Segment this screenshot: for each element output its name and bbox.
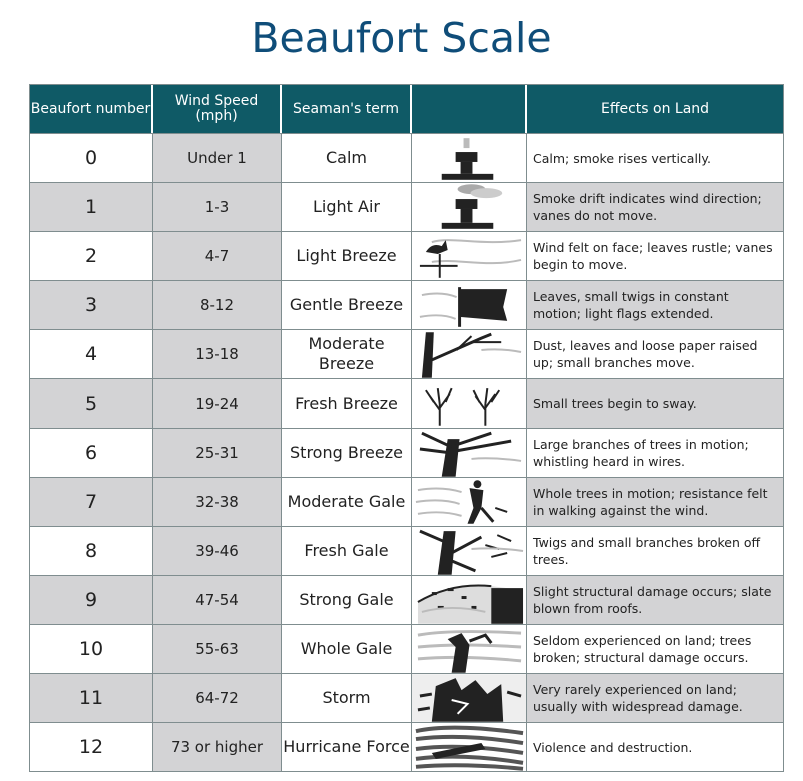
effects-on-land: Slight structural damage occurs; slate b… <box>527 575 783 624</box>
broken-twigs-icon <box>412 526 527 575</box>
wind-speed: 32-38 <box>153 477 282 526</box>
beaufort-table: Beaufort number Wind Speed (mph) Seaman'… <box>29 84 784 772</box>
effects-on-land: Dust, leaves and loose paper raised up; … <box>533 338 758 371</box>
page-title: Beaufort Scale <box>251 14 552 62</box>
seamans-term: Light Breeze <box>282 232 412 281</box>
effects-on-land: Calm; smoke rises vertically. <box>533 150 711 166</box>
table-body: 0 Under 1 Calm Calm; smoke rises vertica… <box>30 133 783 772</box>
seamans-term: Strong Gale <box>282 575 412 624</box>
table-row: 5 19-24 Fresh Breeze Small trees begin t… <box>30 378 783 428</box>
header-image-column <box>412 85 527 133</box>
seamans-term: Moderate Breeze <box>282 330 412 379</box>
wind-speed: 47-54 <box>153 575 282 624</box>
effects-on-land: Leaves, small twigs in constant motion; … <box>527 281 783 330</box>
wind-speed: 8-12 <box>153 281 282 330</box>
hurricane-icon <box>412 723 527 772</box>
weathervane-icon <box>412 232 527 281</box>
storm-damage-icon <box>412 674 527 723</box>
seamans-term: Fresh Gale <box>282 526 412 575</box>
wind-speed: 1-3 <box>153 183 282 232</box>
table-row: 8 39-46 Fresh Gale Twigs and small branc… <box>30 525 783 575</box>
seamans-term: Whole Gale <box>282 624 412 674</box>
seamans-term: Calm <box>282 134 412 183</box>
wind-speed: 13-18 <box>153 330 282 379</box>
table-row: 0 Under 1 Calm Calm; smoke rises vertica… <box>30 133 783 183</box>
wind-speed: 73 or higher <box>153 723 282 772</box>
table-header: Beaufort number Wind Speed (mph) Seaman'… <box>30 85 783 133</box>
beaufort-number: 4 <box>30 330 153 379</box>
header-wind-speed: Wind Speed (mph) <box>153 85 282 133</box>
table-row: 10 55-63 Whole Gale Seldom experienced o… <box>30 623 783 674</box>
table-row: 12 73 or higher Hurricane Force Violence… <box>30 722 783 772</box>
smokestack-calm-icon <box>412 134 527 183</box>
beaufort-number: 1 <box>30 183 153 232</box>
beaufort-number: 5 <box>30 379 153 428</box>
seamans-term: Moderate Gale <box>282 477 412 526</box>
seamans-term: Gentle Breeze <box>282 281 412 330</box>
table-row: 6 25-31 Strong Breeze Large branches of … <box>30 427 783 477</box>
person-walking-wind-icon <box>412 477 527 526</box>
table-row: 4 13-18 Moderate Breeze Dust, leaves and… <box>30 329 783 379</box>
beaufort-number: 12 <box>30 723 153 772</box>
wind-speed: 25-31 <box>153 428 282 477</box>
beaufort-number: 3 <box>30 281 153 330</box>
beaufort-number: 11 <box>30 674 153 723</box>
beaufort-number: 10 <box>30 624 153 674</box>
beaufort-number: 7 <box>30 477 153 526</box>
seamans-term: Storm <box>282 674 412 723</box>
tree-branches-icon <box>412 428 527 477</box>
seamans-term: Hurricane Force <box>282 723 412 772</box>
seamans-term: Fresh Breeze <box>282 379 412 428</box>
flag-icon <box>412 281 527 330</box>
header-seamans-term: Seaman's term <box>282 85 412 133</box>
beaufort-number: 6 <box>30 428 153 477</box>
wind-speed: Under 1 <box>153 134 282 183</box>
wind-speed: 19-24 <box>153 379 282 428</box>
wind-speed: 4-7 <box>153 232 282 281</box>
effects-on-land: Whole trees in motion; resistance felt i… <box>527 477 783 526</box>
header-effects-on-land: Effects on Land <box>600 100 710 117</box>
effects-on-land: Large branches of trees in motion; whist… <box>533 436 749 469</box>
effects-on-land: Small trees begin to sway. <box>527 379 783 428</box>
effects-on-land: Smoke drift indicates wind direction; va… <box>527 183 783 232</box>
beaufort-number: 2 <box>30 232 153 281</box>
effects-on-land: Very rarely experienced on land; usually… <box>527 674 783 723</box>
effects-on-land: Twigs and small branches broken off tree… <box>533 534 761 567</box>
wind-speed: 39-46 <box>153 526 282 575</box>
beaufort-number: 0 <box>30 134 153 183</box>
wind-speed: 55-63 <box>153 624 282 674</box>
beaufort-number: 8 <box>30 526 153 575</box>
seamans-term: Light Air <box>282 183 412 232</box>
header-beaufort-number: Beaufort number <box>30 85 153 133</box>
broken-tree-icon <box>412 624 527 674</box>
effects-on-land: Violence and destruction. <box>533 739 693 755</box>
roof-damage-icon <box>412 575 527 624</box>
table-row: 3 8-12 Gentle Breeze Leaves, small twigs… <box>30 280 783 330</box>
effects-on-land: Seldom experienced on land; trees broken… <box>533 632 752 665</box>
branch-icon <box>412 330 527 379</box>
effects-on-land: Wind felt on face; leaves rustle; vanes … <box>533 240 773 273</box>
seamans-term: Strong Breeze <box>282 428 412 477</box>
small-trees-icon <box>412 379 527 428</box>
table-row: 1 1-3 Light Air Smoke drift indicates wi… <box>30 182 783 232</box>
wind-speed: 64-72 <box>153 674 282 723</box>
table-row: 7 32-38 Moderate Gale Whole trees in mot… <box>30 476 783 526</box>
table-row: 2 4-7 Light Breeze Wind felt on face; le… <box>30 231 783 281</box>
smokestack-drift-icon <box>412 183 527 232</box>
table-row: 11 64-72 Storm Very rarely experienced o… <box>30 673 783 723</box>
table-row: 9 47-54 Strong Gale Slight structural da… <box>30 574 783 624</box>
beaufort-number: 9 <box>30 575 153 624</box>
